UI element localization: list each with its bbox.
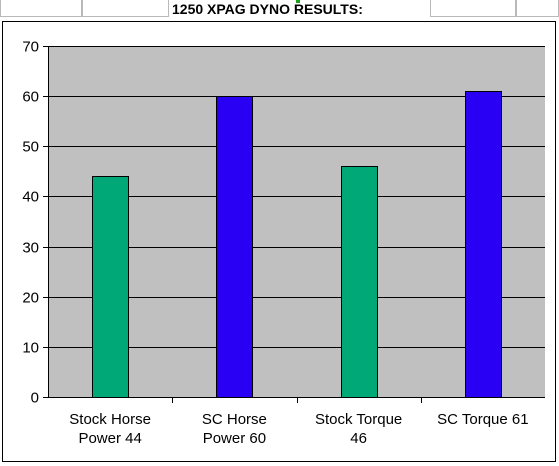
cell-comment-marker xyxy=(296,0,300,3)
y-tick-label: 30 xyxy=(22,240,39,257)
bar xyxy=(341,166,378,398)
spreadsheet-header-row: 1250 XPAG DYNO RESULTS: xyxy=(0,0,559,20)
x-tick-label: SC Horse Power 60 xyxy=(202,411,267,447)
y-tick-label: 10 xyxy=(22,340,39,357)
x-tick-label: Stock Torque 46 xyxy=(315,411,402,447)
x-tick-label: SC Torque 61 xyxy=(437,411,528,428)
plot-area xyxy=(48,46,545,397)
bar xyxy=(465,91,502,398)
sheet-title: 1250 XPAG DYNO RESULTS: xyxy=(172,1,363,17)
sheet-cell[interactable] xyxy=(82,0,169,17)
sheet-cell[interactable] xyxy=(430,0,516,17)
gridlines xyxy=(48,46,545,348)
y-tick-label: 0 xyxy=(31,390,39,407)
x-tick-labels: Stock Horse Power 44 SC Horse Power 60 Stock… xyxy=(69,411,528,447)
sheet-cell[interactable] xyxy=(0,0,82,17)
bar xyxy=(216,96,253,398)
bars xyxy=(92,91,502,398)
y-tick-labels: 0 10 20 30 40 50 60 70 xyxy=(22,39,39,407)
y-tick-label: 20 xyxy=(22,290,39,307)
y-tick-label: 70 xyxy=(22,39,39,56)
y-tick-label: 60 xyxy=(22,89,39,106)
y-tick-label: 50 xyxy=(22,139,39,156)
x-tick-label: Stock Horse Power 44 xyxy=(69,411,151,447)
axes xyxy=(43,46,545,403)
bar xyxy=(92,176,129,398)
y-tick-label: 40 xyxy=(22,189,39,206)
